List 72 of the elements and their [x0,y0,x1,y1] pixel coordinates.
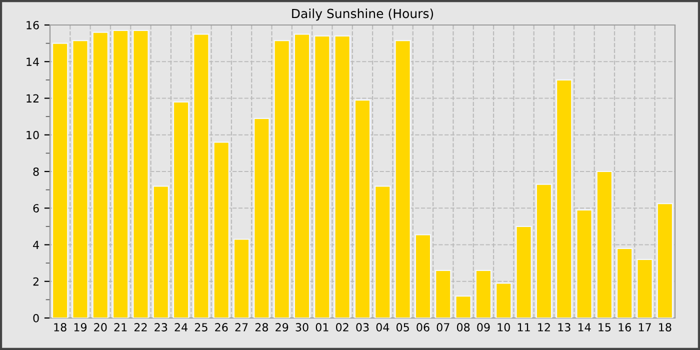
x-tick-label: 05 [396,323,409,332]
x-tick-label: 14 [578,323,591,332]
x-tick-label: 17 [638,323,651,332]
y-tick-label: 16 [26,20,39,30]
bar [455,295,472,318]
bar [233,238,250,318]
bar [193,34,210,318]
bar [636,258,653,318]
x-tick-label: 07 [436,323,450,332]
bar [616,248,633,318]
bar [72,40,88,318]
x-tick-label: 21 [114,323,127,332]
bar [172,101,190,318]
bar [496,282,512,318]
bar [314,35,330,318]
x-tick-label: 10 [498,323,510,332]
x-tick-label: 03 [356,323,369,332]
x-tick-label: 04 [376,323,390,332]
bar [254,118,270,318]
x-tick-label: 27 [235,323,248,332]
x-tick-label: 20 [94,323,107,332]
bar [414,234,432,318]
x-tick-label: 15 [598,323,611,332]
bar [576,209,592,318]
bar [132,30,149,318]
y-tick-label: 12 [26,94,38,102]
x-tick-label: 19 [74,323,87,332]
bar [516,226,532,318]
x-tick-label: 29 [276,323,288,332]
bar [656,202,674,318]
x-tick-label: 28 [255,323,268,332]
bar [475,270,492,318]
bar [556,79,572,318]
x-tick-label: 01 [316,323,328,332]
bar [536,184,552,318]
bar [52,42,68,318]
x-tick-label: 22 [134,323,147,332]
x-tick-label: 25 [194,323,208,332]
x-tick-label: 02 [336,323,348,332]
bar [435,270,452,318]
bar [596,170,613,318]
y-tick-label: 2 [33,277,38,286]
x-tick-label: 06 [416,323,430,332]
y-tick-label: 10 [26,130,39,140]
bar [374,186,391,318]
x-tick-label: 13 [558,323,570,332]
bar [152,186,170,318]
y-tick-label: 0 [33,314,39,322]
bar [92,32,109,318]
x-tick-label: 11 [518,323,530,332]
x-tick-label: 30 [296,323,308,332]
bar [354,100,371,318]
chart-title: Daily Sunshine (Hours) [292,8,434,21]
y-tick-label: 6 [33,204,39,213]
x-tick-label: 12 [538,323,550,332]
bar [394,40,411,318]
y-tick-label: 8 [33,167,39,176]
x-tick-label: 16 [618,323,631,332]
bar [334,35,350,318]
x-tick-label: 09 [477,323,490,332]
y-tick-label: 14 [26,58,39,66]
x-tick-label: 18 [54,323,66,332]
bar [112,30,129,318]
x-tick-label: 18 [659,323,672,332]
x-tick-label: 08 [456,323,470,332]
x-tick-label: 23 [154,323,168,332]
bar [294,34,310,318]
y-tick-label: 4 [33,240,39,249]
x-tick-label: 24 [174,323,188,332]
bar [213,142,230,318]
x-tick-label: 26 [215,323,228,332]
bar [274,40,290,318]
